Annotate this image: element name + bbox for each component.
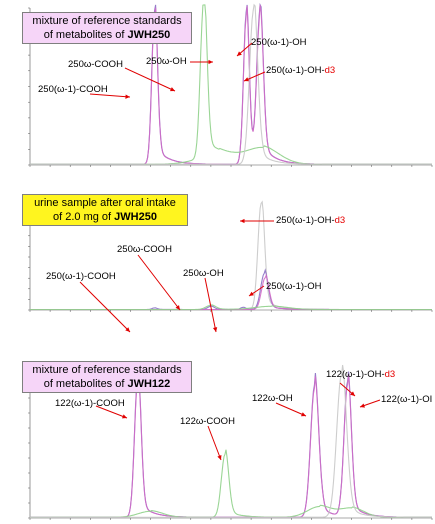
sample-label-line1: mixture of reference standards [32, 364, 182, 376]
sample-label-analyte: JWH122 [127, 378, 171, 390]
sample-label-analyte: JWH250 [127, 29, 171, 41]
arrow-250w1-cooh [79, 281, 131, 333]
annot-122w-oh: 122ω-OH [252, 393, 293, 404]
annot-250w1-oh: 250(ω-1)-OH [251, 37, 307, 48]
annot-250w1-cooh: 250(ω-1)-COOH [46, 271, 116, 282]
annot-250w1-oh-d3: 250(ω-1)-OH-d3 [266, 65, 336, 76]
arrow-250w1-cooh [89, 93, 131, 98]
annot-250w-cooh: 250ω-COOH [68, 59, 123, 70]
annot-250w1-oh: 250(ω-1)-OH [266, 281, 322, 292]
series-green-line [30, 449, 432, 518]
sample-label-line2: of metabolites of [43, 378, 128, 390]
series-green-line [30, 304, 432, 311]
annot-250w1-oh-d3: 250(ω-1)-OH-d3 [276, 215, 346, 226]
annot-122w1-cooh: 122(ω-1)-COOH [55, 398, 125, 409]
arrow-250w-oh [204, 277, 217, 333]
chromatogram-plot-2 [28, 200, 433, 333]
annot-250w1-cooh: 250(ω-1)-COOH [38, 84, 108, 95]
arrow-250w-cooh [137, 254, 181, 311]
arrow-122w1-oh-d3-head [350, 391, 355, 396]
arrow-250w1-oh-d3-head [244, 77, 249, 82]
sample-label-line2: of metabolites of [43, 29, 128, 41]
arrow-122w-oh-head [301, 412, 306, 417]
sample-label-box-2: urine sample after oral intake of 2.0 mg… [22, 194, 188, 226]
annot-250w-cooh: 250ω-COOH [117, 244, 172, 255]
annot-250w-oh: 250ω-OH [146, 56, 187, 67]
series-gray-line [30, 364, 432, 518]
arrow-122w1-cooh [95, 405, 128, 419]
arrow-250w-oh-head [212, 327, 218, 332]
chromatogram-panel-3: mixture of reference standards of metabo… [0, 356, 435, 524]
arrow-250w-cooh [124, 67, 176, 92]
sample-label-box-1: mixture of reference standards of metabo… [22, 12, 192, 44]
annot-122w-cooh: 122ω-COOH [180, 416, 235, 427]
sample-label-box-3: mixture of reference standards of metabo… [22, 361, 192, 393]
arrow-250w1-oh-head [249, 291, 254, 296]
sample-label-line1: urine sample after oral intake [34, 197, 176, 209]
annot-122w1-oh: 122(ω-1)-OI [381, 394, 433, 405]
sample-label-analyte: JWH250 [114, 211, 157, 223]
arrow-122w1-oh-head [360, 403, 365, 408]
arrow-250w-cooh-head [175, 305, 180, 310]
arrow-122w1-cooh-head [122, 414, 127, 419]
chromatogram-panel-1: mixture of reference standards of metabo… [0, 0, 435, 175]
chromatogram-panel-2: urine sample after oral intake of 2.0 mg… [0, 182, 435, 352]
arrow-250w1-cooh-head [125, 327, 130, 332]
arrow-122w-cooh [207, 425, 222, 461]
arrow-122w-oh [275, 402, 307, 417]
arrow-250w1-oh-d3-head [240, 218, 245, 224]
arrow-250w1-cooh-head [125, 94, 130, 99]
arrow-250w-cooh-head [170, 87, 175, 92]
chromatogram-plot-1 [28, 2, 433, 167]
arrow-250w1-oh-head [237, 51, 242, 56]
arrow-250w-oh-head [208, 59, 213, 65]
annot-122w1-oh-d3: 122(ω-1)-OH-d3 [326, 369, 396, 380]
annot-250w-oh: 250ω-OH [183, 268, 224, 279]
chromatogram-plot-3 [28, 364, 433, 520]
series-gray-line [30, 3, 432, 165]
arrow-122w-cooh-head [217, 455, 222, 460]
sample-label-line2: of 2.0 mg of [53, 211, 115, 223]
sample-label-line1: mixture of reference standards [32, 15, 182, 27]
